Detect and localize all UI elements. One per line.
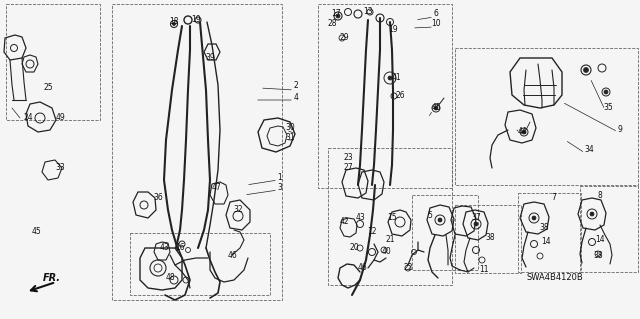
Text: 43: 43	[159, 243, 169, 253]
Bar	[112, 4, 282, 300]
Text: 11: 11	[479, 265, 489, 275]
Text: 23: 23	[343, 152, 353, 161]
Bar	[455, 48, 638, 185]
Bar	[518, 193, 581, 272]
Bar	[6, 4, 100, 120]
Text: SWA4B4120B: SWA4B4120B	[527, 273, 584, 283]
Text: 29: 29	[339, 33, 349, 42]
Text: 30: 30	[285, 122, 295, 131]
Bar	[130, 233, 270, 295]
Text: 36: 36	[153, 194, 163, 203]
Circle shape	[532, 216, 536, 220]
Text: 8: 8	[598, 190, 602, 199]
Bar	[580, 186, 638, 272]
Text: 14: 14	[541, 238, 551, 247]
Text: 35: 35	[603, 102, 613, 112]
Text: FR.: FR.	[43, 273, 61, 283]
Text: 39: 39	[205, 53, 215, 62]
Text: 41: 41	[391, 73, 401, 83]
Text: 10: 10	[431, 19, 441, 28]
Text: 48: 48	[165, 273, 175, 283]
Text: 42: 42	[339, 217, 349, 226]
Circle shape	[522, 130, 526, 134]
Text: 40: 40	[381, 247, 391, 256]
Text: 3: 3	[278, 183, 282, 192]
Text: 6: 6	[433, 9, 438, 18]
Text: 43: 43	[355, 212, 365, 221]
Text: 28: 28	[327, 19, 337, 28]
Text: 32: 32	[233, 205, 243, 214]
Text: 46: 46	[227, 250, 237, 259]
Circle shape	[388, 76, 392, 80]
Text: 1: 1	[278, 174, 282, 182]
Circle shape	[173, 23, 175, 26]
Circle shape	[336, 14, 340, 18]
Text: 38: 38	[485, 233, 495, 241]
Text: 19: 19	[191, 14, 201, 24]
Circle shape	[584, 68, 589, 72]
Text: 37: 37	[471, 212, 481, 221]
Text: 16: 16	[175, 243, 185, 253]
Text: 27: 27	[343, 164, 353, 173]
Circle shape	[438, 218, 442, 222]
Text: 49: 49	[55, 114, 65, 122]
Text: 9: 9	[618, 124, 623, 133]
Text: 45: 45	[431, 102, 441, 112]
Bar	[455, 205, 521, 273]
Text: 2: 2	[294, 81, 298, 91]
Text: 17: 17	[331, 10, 341, 19]
Bar	[412, 195, 478, 270]
Text: 33: 33	[55, 164, 65, 173]
Text: 24: 24	[23, 114, 33, 122]
Text: 31: 31	[285, 133, 295, 143]
Text: 18: 18	[169, 18, 179, 26]
Text: 44: 44	[517, 127, 527, 136]
Text: 5: 5	[428, 211, 433, 219]
Text: 26: 26	[395, 92, 405, 100]
Text: 7: 7	[552, 192, 556, 202]
Text: 38: 38	[539, 224, 549, 233]
Bar	[318, 4, 452, 188]
Text: 47: 47	[211, 183, 221, 192]
Circle shape	[590, 212, 594, 216]
Text: 14: 14	[595, 235, 605, 244]
Text: 45: 45	[31, 227, 41, 236]
Text: 25: 25	[43, 84, 53, 93]
Text: 12: 12	[367, 226, 377, 235]
Text: 20: 20	[349, 242, 359, 251]
Text: 15: 15	[387, 213, 397, 222]
Text: 21: 21	[385, 234, 395, 243]
Text: 34: 34	[584, 145, 594, 154]
Circle shape	[434, 106, 438, 110]
Text: 13: 13	[363, 6, 373, 16]
Text: 38: 38	[593, 251, 603, 261]
Text: 22: 22	[403, 263, 413, 271]
Text: 19: 19	[388, 25, 398, 33]
Bar	[328, 148, 452, 285]
Circle shape	[604, 90, 608, 94]
Text: 4: 4	[294, 93, 298, 101]
Circle shape	[474, 222, 478, 226]
Text: 46: 46	[357, 263, 367, 272]
